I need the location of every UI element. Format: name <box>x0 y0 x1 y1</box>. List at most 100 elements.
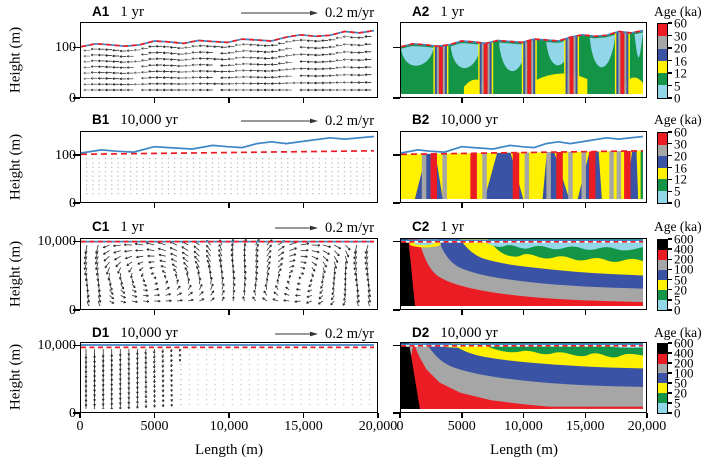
panel-time-D2: 10,000 yr <box>440 325 498 341</box>
y-tick-mark <box>73 240 80 243</box>
y-tick-label-C-1: 0 <box>20 303 76 318</box>
x-tick-mark <box>584 310 586 315</box>
panel-id-C1: C1 <box>92 219 110 234</box>
colorbar-segment <box>658 156 667 169</box>
colorbar-segment <box>658 353 667 365</box>
scale-arrow-A1: 0.2 m/yr <box>240 4 374 22</box>
colorbar-tick-label-D-7: 0 <box>674 405 681 421</box>
x-tick-mark <box>522 203 525 208</box>
y-tick-mark <box>73 97 80 99</box>
panel-B1-canvas <box>81 135 374 195</box>
colorbar-segment <box>658 259 667 271</box>
colorbar-tick-mark <box>668 258 672 260</box>
colorbar-segment <box>658 373 667 384</box>
panel-title-C2: C2 1 yr <box>412 218 464 236</box>
y-axis-label-row-d: Height (m) <box>7 343 24 411</box>
x-tick-mark <box>646 413 648 418</box>
colorbar-tick-mark <box>668 392 672 394</box>
colorbar-tick-mark <box>668 155 672 157</box>
y-tick-mark <box>73 344 80 347</box>
panel-D1-canvas <box>81 344 374 409</box>
x-tick-mark <box>302 413 305 418</box>
colorbar-segment <box>658 383 667 394</box>
x-tick-mark <box>302 203 305 208</box>
colorbar-tick-mark <box>668 402 672 404</box>
y-tick-mark <box>73 202 80 204</box>
x-tick-mark <box>302 310 305 315</box>
x-tick-mark <box>228 413 230 418</box>
reference-arrow-icon <box>275 331 318 337</box>
y-tick-label-D-0: 10,000 <box>37 337 77 353</box>
panel-title-A1: A1 1 yr <box>92 3 144 21</box>
colorbar-tick-label-A-4: 12 <box>674 65 687 81</box>
colorbar-segment <box>658 60 667 74</box>
y-axis-label-row-c: Height (m) <box>7 240 24 308</box>
colorbar-tick-label-A-1: 30 <box>674 28 687 43</box>
x-tick-mark <box>522 310 525 315</box>
scale-arrow-C1: 0.2 m/yr <box>274 219 374 237</box>
colorbar-tick-mark <box>668 268 672 271</box>
colorbar-title-A: Age (ka) <box>654 4 702 19</box>
y-tick-mark <box>393 202 400 204</box>
y-tick-mark <box>393 309 400 311</box>
panel-id-B1: B1 <box>92 112 110 127</box>
colorbar-tick-mark <box>668 362 672 364</box>
y-tick-mark <box>393 240 400 243</box>
reference-arrow-icon <box>241 118 318 124</box>
panel-D1 <box>80 342 378 413</box>
colorbar-segment <box>658 289 667 300</box>
x-tick-label-R-2: 10,000 <box>504 419 543 434</box>
y-tick-mark <box>73 154 80 156</box>
y-axis-label-row-b: Height (m) <box>7 133 24 201</box>
panel-id-D2: D2 <box>412 325 430 340</box>
x-tick-mark <box>461 413 463 418</box>
colorbar-tick-label-B-2: 20 <box>674 148 687 164</box>
colorbar-segment <box>658 144 667 157</box>
panel-time-D1: 10,000 yr <box>120 325 178 341</box>
colorbar-tick-label-D-2: 200 <box>674 355 694 371</box>
panel-C1-canvas <box>81 239 374 306</box>
colorbar-tick-mark <box>668 190 672 192</box>
colorbar-segment <box>658 249 667 261</box>
colorbar-segment <box>658 48 667 62</box>
y-tick-mark <box>393 344 400 347</box>
colorbar-tick-label-C-7: 0 <box>674 302 681 318</box>
x-tick-mark <box>461 203 463 208</box>
panel-title-C1: C1 1 yr <box>92 218 144 236</box>
colorbar-segment <box>658 299 667 310</box>
panel-id-A1: A1 <box>92 4 110 19</box>
x-tick-mark <box>153 413 156 418</box>
y-tick-label-A-1: 0 <box>20 91 76 106</box>
scale-label-D1: 0.2 m/yr <box>325 326 375 342</box>
panel-C2 <box>400 238 647 310</box>
colorbar-segment <box>658 179 667 192</box>
panel-title-B2: B2 10,000 yr <box>412 111 498 129</box>
colorbar-tick-mark <box>668 84 672 87</box>
y-tick-label-D-1: 0 <box>20 406 76 421</box>
colorbar-D <box>657 343 668 414</box>
colorbar-title-C: Age (ka) <box>654 219 702 234</box>
colorbar-segment <box>658 72 667 86</box>
colorbar-tick-label-D-6: 5 <box>674 395 681 411</box>
y-tick-mark <box>393 154 400 156</box>
colorbar-title-D: Age (ka) <box>654 325 702 340</box>
panel-title-D1: D1 10,000 yr <box>92 324 178 342</box>
panel-A1 <box>80 22 378 98</box>
colorbar-C <box>657 239 668 311</box>
colorbar-tick-label-A-6: 0 <box>674 90 681 106</box>
colorbar-segment <box>658 363 667 374</box>
panel-C1 <box>80 238 378 310</box>
y-tick-mark <box>73 412 80 414</box>
panel-time-B1: 10,000 yr <box>120 112 178 128</box>
x-tick-mark <box>522 98 525 103</box>
colorbar-tick-mark <box>668 34 672 37</box>
panel-B2 <box>400 131 647 203</box>
colorbar-segment <box>658 24 667 37</box>
colorbar-tick-mark <box>668 22 672 24</box>
colorbar-tick-label-B-6: 0 <box>674 195 681 211</box>
x-tick-mark <box>377 413 379 418</box>
scale-label-A1: 0.2 m/yr <box>325 5 375 21</box>
colorbar-tick-mark <box>668 352 672 354</box>
x-tick-label-L-4: 20,000 <box>358 419 398 434</box>
panel-A1-canvas <box>81 29 374 92</box>
